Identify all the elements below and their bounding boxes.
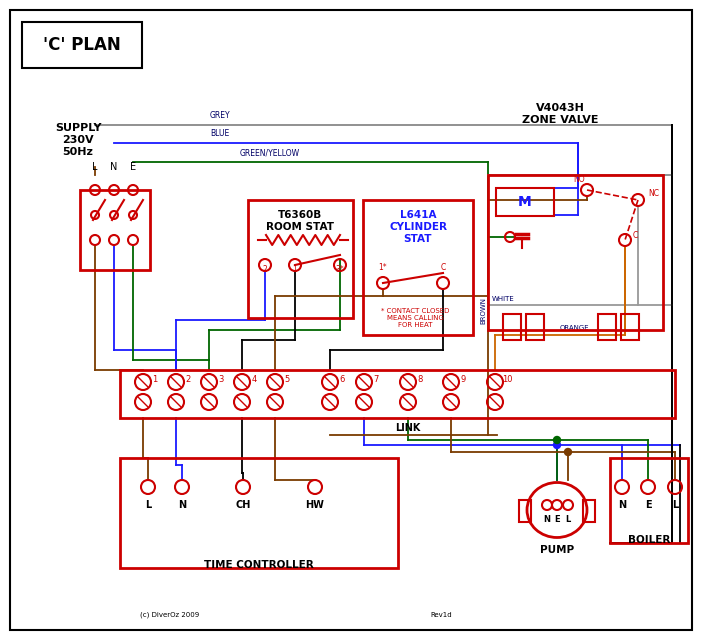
Text: L641A: L641A: [399, 210, 436, 220]
Bar: [80, 190, 150, 270]
Bar: [488, 175, 663, 330]
Text: ROOM STAT: ROOM STAT: [267, 222, 334, 232]
Text: L: L: [92, 162, 98, 172]
Bar: [526, 314, 544, 340]
Text: C: C: [440, 263, 446, 272]
Bar: [519, 500, 531, 522]
Text: 7: 7: [373, 376, 378, 385]
Text: M: M: [518, 195, 532, 209]
Text: N: N: [618, 500, 626, 510]
Text: N: N: [543, 515, 550, 524]
Text: CYLINDER: CYLINDER: [389, 222, 447, 232]
Text: L: L: [565, 515, 571, 524]
Text: NO: NO: [574, 175, 585, 184]
Text: ORANGE: ORANGE: [560, 325, 590, 331]
Bar: [248, 200, 353, 318]
Text: PUMP: PUMP: [540, 545, 574, 555]
Text: CH: CH: [235, 500, 251, 510]
Text: E: E: [644, 500, 651, 510]
Bar: [496, 188, 554, 216]
Text: STAT: STAT: [404, 234, 432, 244]
Text: N: N: [110, 162, 118, 172]
Text: GREY: GREY: [210, 111, 231, 120]
Text: ZONE VALVE: ZONE VALVE: [522, 115, 598, 125]
Text: TIME CONTROLLER: TIME CONTROLLER: [204, 560, 314, 570]
Text: NC: NC: [648, 189, 659, 198]
Text: 2: 2: [185, 376, 191, 385]
Text: BROWN: BROWN: [480, 297, 486, 324]
Bar: [120, 370, 675, 418]
Text: 50Hz: 50Hz: [62, 147, 93, 157]
Text: HW: HW: [305, 500, 324, 510]
Text: (c) DiverOz 2009: (c) DiverOz 2009: [140, 612, 199, 619]
Bar: [503, 314, 521, 340]
Text: LINK: LINK: [395, 423, 420, 433]
Text: 5: 5: [284, 376, 290, 385]
Text: GREEN/YELLOW: GREEN/YELLOW: [240, 148, 300, 157]
Text: BLUE: BLUE: [210, 129, 230, 138]
Text: N: N: [178, 500, 186, 510]
Bar: [363, 200, 473, 335]
Bar: [120, 458, 398, 568]
Text: 4: 4: [251, 376, 257, 385]
Text: C: C: [633, 231, 638, 240]
Text: SUPPLY: SUPPLY: [55, 123, 101, 133]
Bar: [583, 500, 595, 522]
Text: 'C' PLAN: 'C' PLAN: [43, 36, 121, 54]
Text: 3*: 3*: [336, 265, 345, 274]
Bar: [621, 314, 639, 340]
Circle shape: [553, 442, 560, 449]
Circle shape: [564, 449, 571, 456]
Text: L: L: [672, 500, 678, 510]
Text: 6: 6: [339, 376, 345, 385]
Text: E: E: [130, 162, 136, 172]
Text: Rev1d: Rev1d: [430, 612, 451, 618]
Text: V4043H: V4043H: [536, 103, 585, 113]
Circle shape: [553, 437, 560, 444]
Text: BOILER: BOILER: [628, 535, 670, 545]
Text: 10: 10: [502, 376, 512, 385]
Text: E: E: [554, 515, 559, 524]
Text: 230V: 230V: [62, 135, 94, 145]
Bar: [22, 22, 142, 68]
Text: L: L: [145, 500, 151, 510]
Text: 9: 9: [461, 376, 465, 385]
Bar: [610, 458, 688, 543]
Text: 2: 2: [263, 265, 267, 274]
Text: T6360B: T6360B: [279, 210, 323, 220]
Text: 8: 8: [417, 376, 423, 385]
Text: 1: 1: [152, 376, 158, 385]
Text: 1: 1: [293, 265, 298, 274]
Text: 3: 3: [218, 376, 224, 385]
Text: WHITE: WHITE: [492, 296, 515, 302]
Text: 1*: 1*: [378, 263, 388, 272]
Bar: [598, 314, 616, 340]
Text: * CONTACT CLOSED
MEANS CALLING
FOR HEAT: * CONTACT CLOSED MEANS CALLING FOR HEAT: [380, 308, 449, 328]
